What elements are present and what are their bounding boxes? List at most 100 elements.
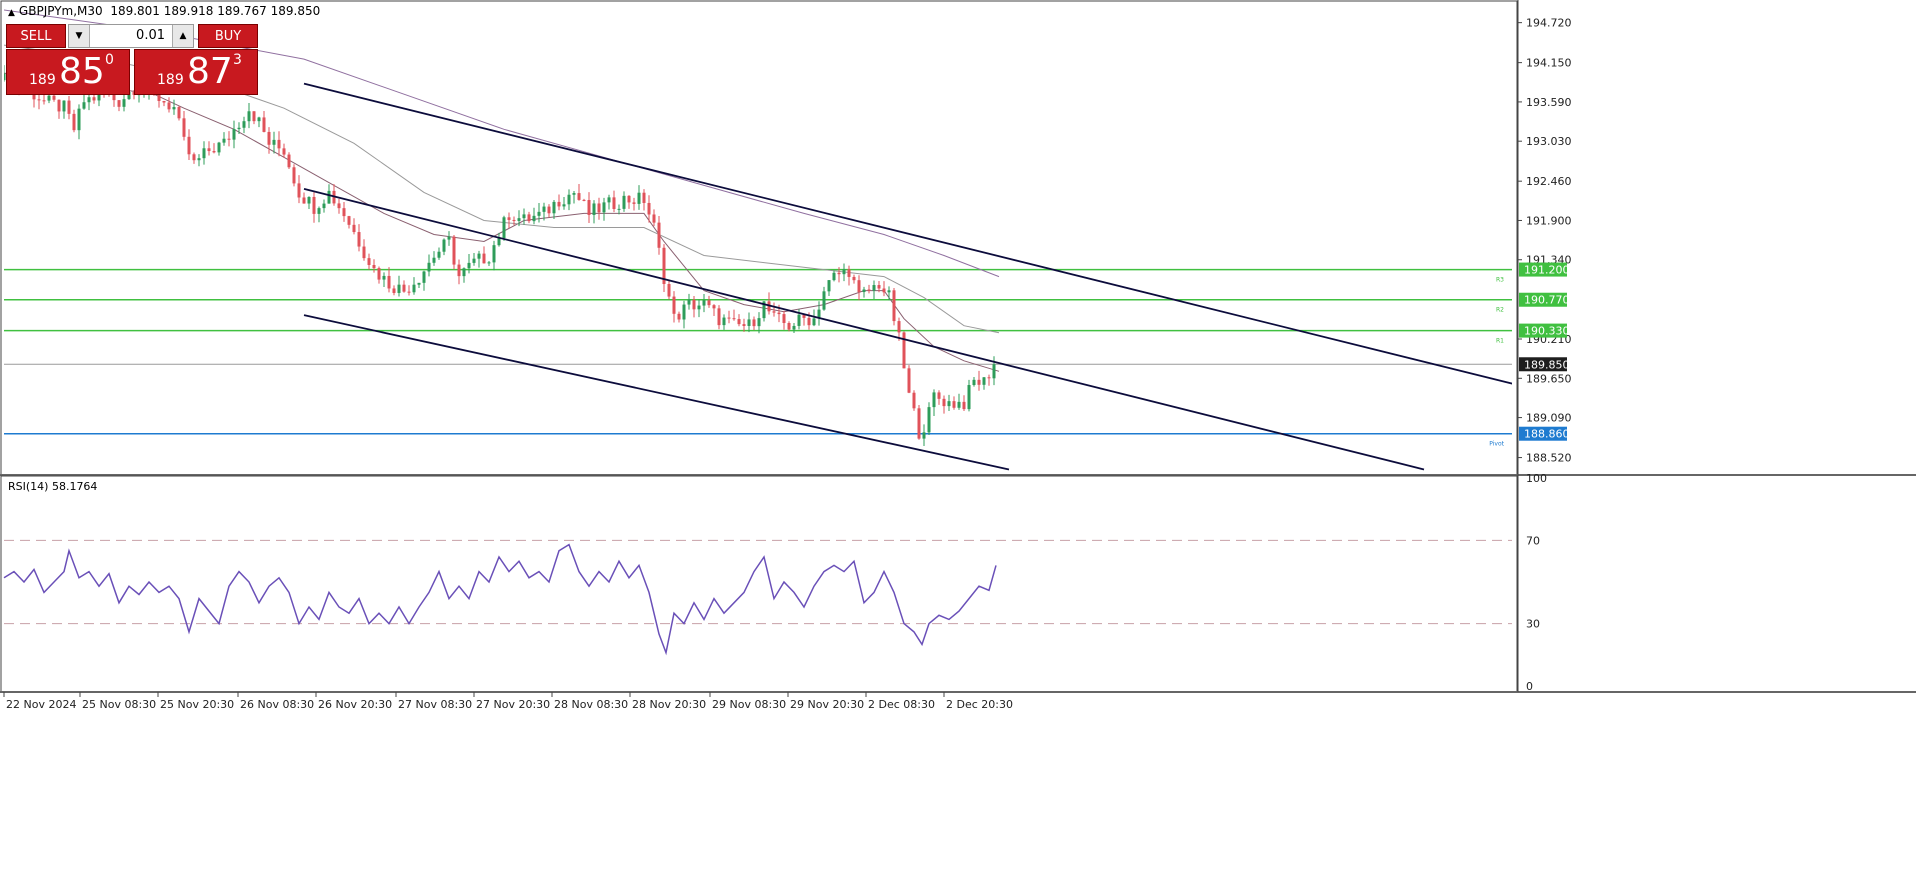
candle — [587, 192, 591, 223]
candle — [237, 122, 241, 135]
candle-body — [302, 197, 306, 204]
candle-body — [947, 401, 951, 407]
candle — [407, 285, 411, 296]
candle — [702, 293, 706, 313]
candle — [227, 131, 231, 147]
level-price-tag — [1519, 292, 1567, 307]
candle — [357, 224, 361, 252]
candle — [887, 286, 891, 301]
candle-body — [567, 194, 571, 205]
candle-body — [207, 148, 211, 152]
rsi-tick-label: 100 — [1526, 472, 1547, 485]
candle-body — [597, 203, 601, 213]
sell-button[interactable]: SELL — [6, 24, 66, 48]
candle-body — [407, 291, 411, 293]
candle-body — [627, 195, 631, 203]
candle-body — [752, 319, 756, 327]
candle — [837, 267, 841, 283]
level-price-tag — [1519, 323, 1567, 338]
candle-body — [677, 313, 681, 320]
candle-body — [542, 206, 546, 212]
candle-body — [602, 202, 606, 213]
candle — [472, 252, 476, 266]
time-tick-label: 22 Nov 2024 — [6, 698, 76, 711]
candle-body — [502, 217, 506, 239]
candle-body — [307, 196, 311, 204]
candle — [817, 301, 821, 326]
candle-body — [527, 214, 531, 222]
candle-body — [512, 219, 516, 221]
collapse-triangle-icon[interactable]: ▲ — [8, 8, 15, 18]
symbol-label: GBPJPYm,M30 — [18, 4, 103, 18]
candle — [672, 291, 676, 323]
sell-price-main: 85 — [59, 51, 105, 92]
price-tick-label: 189.650 — [1526, 372, 1572, 385]
candle — [312, 192, 316, 223]
current-price-tag — [1519, 357, 1567, 372]
chevron-up-icon[interactable]: ▲ — [172, 25, 193, 47]
candle-body — [467, 262, 471, 269]
candle-body — [182, 118, 186, 137]
candle-body — [342, 208, 346, 217]
candle — [842, 263, 846, 282]
candle — [167, 97, 171, 113]
candle — [952, 396, 956, 410]
candle-body — [912, 392, 916, 409]
candle-body — [352, 224, 356, 233]
candle — [522, 208, 526, 225]
candle-body — [202, 148, 206, 159]
candle-body — [252, 111, 256, 122]
candle-body — [417, 282, 421, 285]
candle-body — [112, 94, 116, 101]
candle-body — [37, 99, 41, 101]
candle — [232, 120, 236, 149]
buy-price-quote[interactable]: 189 87 3 — [134, 49, 258, 95]
candle-body — [622, 195, 626, 209]
candle-body — [402, 284, 406, 292]
candle-body — [317, 208, 321, 214]
time-tick-label: 26 Nov 08:30 — [240, 698, 314, 711]
candle-body — [42, 100, 46, 102]
candle — [607, 194, 611, 210]
candle-body — [377, 268, 381, 280]
candle — [712, 304, 716, 317]
candle-body — [4, 73, 6, 81]
candle — [827, 279, 831, 296]
sell-price-prefix: 189 — [29, 72, 56, 88]
candle — [337, 198, 341, 214]
buy-price-pip: 3 — [233, 52, 242, 68]
candle-body — [547, 206, 551, 214]
candle — [367, 253, 371, 270]
ohlc-values: 189.801 189.918 189.767 189.850 — [110, 4, 321, 18]
candle — [752, 316, 756, 331]
candle-body — [267, 131, 271, 145]
candle — [307, 196, 311, 210]
buy-button[interactable]: BUY — [198, 24, 258, 48]
sell-price-quote[interactable]: 189 85 0 — [6, 49, 130, 95]
price-tick-label: 194.150 — [1526, 57, 1572, 70]
candle-body — [82, 102, 86, 109]
candle — [557, 194, 561, 211]
lot-size-stepper[interactable]: ▼ 0.01 ▲ — [68, 24, 194, 48]
candle-body — [572, 193, 576, 195]
chevron-down-icon[interactable]: ▼ — [69, 25, 90, 47]
candle-body — [537, 211, 541, 216]
candle-body — [812, 318, 816, 326]
candle-body — [257, 117, 261, 122]
candle — [937, 390, 941, 405]
candle — [917, 405, 921, 440]
candle-body — [937, 392, 941, 399]
level-price-tag-label: 188.860 — [1524, 428, 1570, 441]
candle — [927, 402, 931, 436]
candle — [642, 189, 646, 211]
candle — [197, 154, 201, 167]
lot-size-input[interactable]: 0.01 — [136, 28, 165, 43]
candle-body — [577, 193, 581, 200]
candle-body — [827, 280, 831, 292]
level-price-tag-label: 190.330 — [1524, 325, 1570, 338]
candle — [597, 197, 601, 220]
candle-body — [522, 214, 526, 219]
candle-body — [57, 99, 61, 112]
candle — [617, 204, 621, 215]
